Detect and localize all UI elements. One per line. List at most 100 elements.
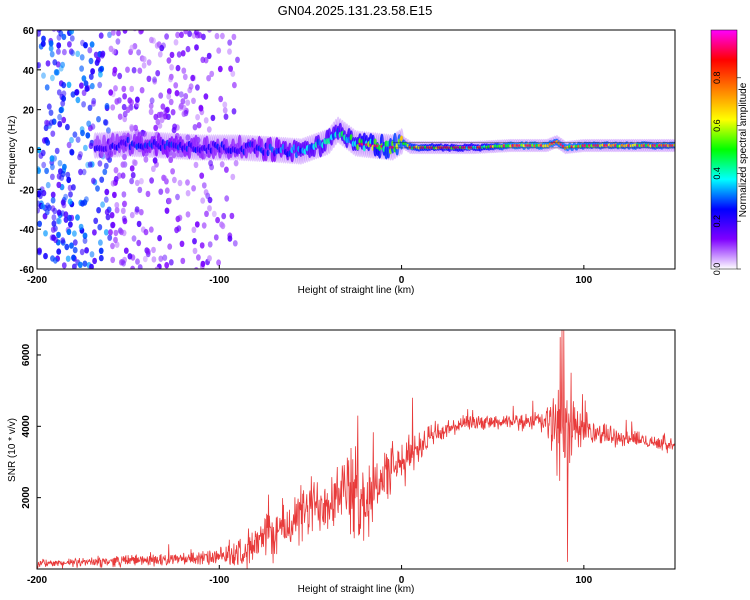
noise-cell bbox=[57, 113, 62, 121]
noise-cell bbox=[115, 38, 121, 45]
noise-cell bbox=[223, 113, 229, 120]
noise-cell bbox=[75, 50, 81, 57]
noise-cell bbox=[141, 62, 147, 69]
noise-cell bbox=[44, 84, 50, 91]
noise-cell bbox=[134, 206, 140, 213]
noise-cell bbox=[62, 163, 67, 171]
noise-cell bbox=[61, 262, 67, 269]
noise-cell bbox=[93, 217, 99, 224]
noise-cell bbox=[69, 242, 74, 249]
noise-cell bbox=[203, 93, 209, 100]
noise-cell bbox=[195, 114, 201, 121]
noise-cell bbox=[129, 165, 135, 172]
noise-cell bbox=[203, 189, 209, 196]
noise-cell bbox=[195, 84, 200, 91]
noise-cell bbox=[222, 101, 228, 108]
noise-cell bbox=[214, 32, 220, 40]
noise-cell bbox=[124, 30, 127, 31]
noise-cell bbox=[121, 85, 127, 93]
noise-cell bbox=[61, 269, 66, 275]
noise-cell bbox=[56, 181, 62, 189]
noise-cell bbox=[173, 82, 179, 89]
noise-cell bbox=[194, 267, 199, 269]
noise-cell bbox=[208, 160, 214, 167]
noise-cell bbox=[98, 71, 103, 78]
noise-cell bbox=[100, 201, 105, 208]
noise-cell bbox=[129, 124, 135, 131]
noise-cell bbox=[87, 104, 93, 112]
noise-cell bbox=[168, 73, 174, 81]
noise-cell bbox=[169, 64, 175, 71]
noise-cell bbox=[207, 30, 212, 33]
noise-cell bbox=[72, 230, 77, 237]
noise-cell bbox=[90, 68, 95, 75]
noise-cell bbox=[122, 132, 127, 139]
noise-cell bbox=[173, 39, 179, 46]
noise-cell bbox=[179, 240, 185, 247]
noise-cell bbox=[152, 76, 157, 83]
noise-cell bbox=[122, 110, 128, 118]
noise-cell bbox=[149, 97, 155, 104]
noise-cell bbox=[211, 210, 217, 218]
noise-cell bbox=[122, 200, 128, 207]
snr-y-tick-label: 4000 bbox=[21, 415, 32, 438]
noise-cell bbox=[112, 191, 117, 199]
noise-cell bbox=[174, 226, 180, 234]
noise-cell bbox=[49, 51, 55, 58]
noise-cell bbox=[142, 255, 148, 263]
noise-cell bbox=[149, 177, 155, 184]
noise-cell bbox=[117, 113, 123, 120]
noise-cell bbox=[48, 40, 54, 47]
noise-cell bbox=[192, 269, 197, 275]
noise-cell bbox=[135, 96, 140, 103]
noise-cell bbox=[67, 214, 72, 222]
noise-cell bbox=[114, 23, 119, 29]
noise-cell bbox=[113, 229, 119, 237]
noise-cell bbox=[66, 228, 72, 236]
noise-cell bbox=[148, 226, 154, 233]
noise-cell bbox=[182, 73, 188, 81]
noise-cell bbox=[97, 81, 103, 89]
noise-cell bbox=[45, 139, 51, 146]
noise-cell bbox=[194, 44, 199, 51]
snr-frame bbox=[36, 329, 676, 570]
noise-cell bbox=[83, 80, 89, 87]
noise-cell bbox=[207, 205, 212, 212]
noise-cell bbox=[122, 115, 128, 123]
noise-cell bbox=[45, 181, 51, 189]
noise-cell bbox=[91, 177, 96, 184]
noise-cell bbox=[129, 44, 135, 51]
noise-cell bbox=[139, 87, 145, 94]
noise-cell bbox=[113, 167, 119, 174]
noise-cell bbox=[87, 161, 93, 168]
noise-cell bbox=[96, 207, 101, 214]
noise-cell bbox=[175, 64, 181, 72]
noise-cell bbox=[50, 74, 55, 82]
noise-cell bbox=[75, 136, 81, 143]
spectrogram-cells bbox=[37, 23, 675, 275]
noise-cell bbox=[37, 247, 42, 254]
snr-line bbox=[37, 330, 675, 569]
noise-cell bbox=[232, 240, 238, 247]
noise-cell bbox=[72, 263, 77, 269]
noise-cell bbox=[143, 156, 149, 163]
noise-cell bbox=[195, 30, 201, 33]
noise-cell bbox=[112, 70, 117, 77]
noise-cell bbox=[103, 229, 109, 236]
noise-cell bbox=[121, 191, 127, 198]
noise-cell bbox=[148, 102, 154, 110]
noise-cell bbox=[43, 230, 48, 237]
noise-cell bbox=[86, 120, 92, 127]
noise-cell bbox=[92, 257, 97, 265]
noise-cell bbox=[110, 180, 116, 187]
noise-cell bbox=[230, 173, 236, 181]
noise-cell bbox=[227, 48, 232, 55]
noise-cell bbox=[129, 85, 135, 93]
noise-cell bbox=[83, 144, 88, 152]
noise-cell bbox=[81, 101, 86, 108]
noise-cell bbox=[220, 32, 225, 40]
noise-cell bbox=[120, 161, 126, 168]
noise-cell bbox=[164, 187, 170, 194]
noise-cell bbox=[148, 108, 154, 116]
